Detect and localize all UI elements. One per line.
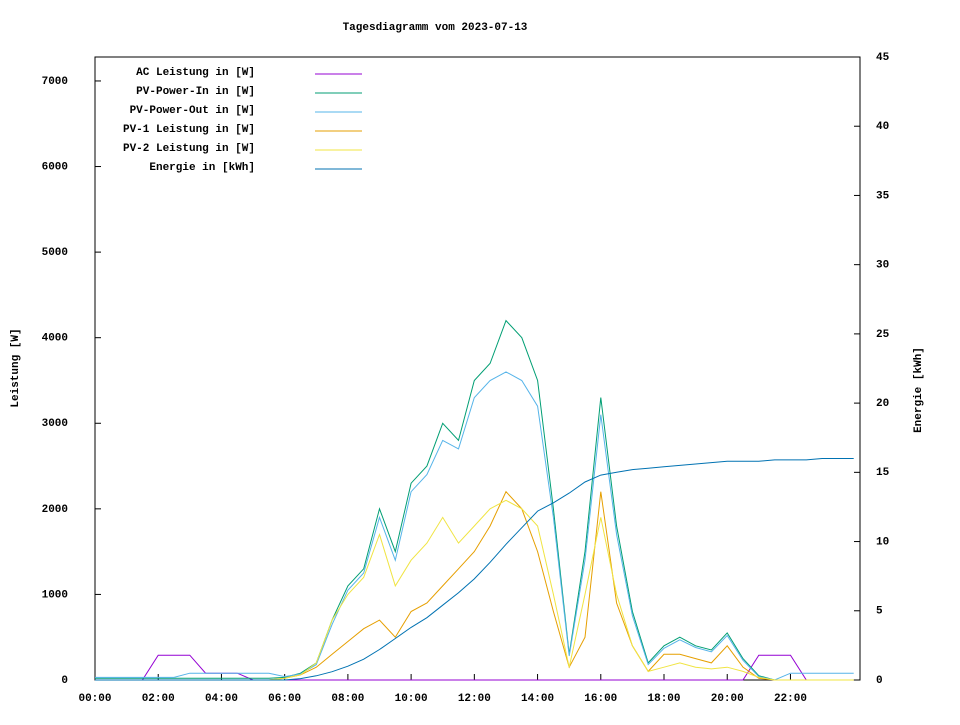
legend-label: PV-2 Leistung in [W]: [123, 143, 255, 155]
series-line: [95, 319, 854, 681]
y2-tick-label: 25: [876, 329, 890, 341]
y2-tick-label: 5: [876, 606, 883, 618]
chart-title: Tagesdiagramm vom 2023-07-13: [343, 22, 528, 34]
x-tick-label: 18:00: [648, 693, 681, 705]
y-tick-label: 2000: [42, 504, 68, 516]
x-tick-label: 02:00: [142, 693, 175, 705]
series-line: [95, 490, 854, 681]
y-tick-label: 0: [61, 675, 68, 687]
y-tick-label: 3000: [42, 418, 68, 430]
x-tick-label: 20:00: [711, 693, 744, 705]
legend-label: PV-Power-In in [W]: [136, 86, 255, 98]
legend-label: Energie in [kWh]: [149, 162, 255, 174]
y-tick-label: 1000: [42, 589, 68, 601]
x-tick-label: 16:00: [584, 693, 617, 705]
y2-axis-label: Energie [kWh]: [913, 347, 925, 433]
x-tick-label: 14:00: [521, 693, 554, 705]
y-axis-label: Leistung [W]: [10, 328, 22, 407]
y2-tick-label: 35: [876, 190, 890, 202]
y2-tick-label: 0: [876, 675, 883, 687]
legend-label: AC Leistung in [W]: [136, 67, 255, 79]
legend-label: PV-1 Leistung in [W]: [123, 124, 255, 136]
x-tick-label: 10:00: [395, 693, 428, 705]
legend-label: PV-Power-Out in [W]: [130, 105, 255, 117]
x-tick-label: 04:00: [205, 693, 238, 705]
x-tick-label: 12:00: [458, 693, 491, 705]
y2-tick-label: 10: [876, 536, 889, 548]
x-tick-label: 22:00: [774, 693, 807, 705]
y-tick-label: 4000: [42, 333, 68, 345]
y2-tick-label: 15: [876, 467, 890, 479]
y2-tick-label: 40: [876, 121, 889, 133]
y2-tick-label: 20: [876, 398, 889, 410]
x-tick-label: 06:00: [268, 693, 301, 705]
y-tick-label: 6000: [42, 161, 68, 173]
x-tick-label: 08:00: [331, 693, 364, 705]
series-line: [95, 371, 854, 681]
x-tick-label: 00:00: [78, 693, 111, 705]
y2-tick-label: 30: [876, 260, 889, 272]
y2-tick-label: 45: [876, 52, 890, 64]
y-tick-label: 5000: [42, 247, 68, 259]
y-tick-label: 7000: [42, 76, 68, 88]
series-line: [95, 458, 854, 681]
